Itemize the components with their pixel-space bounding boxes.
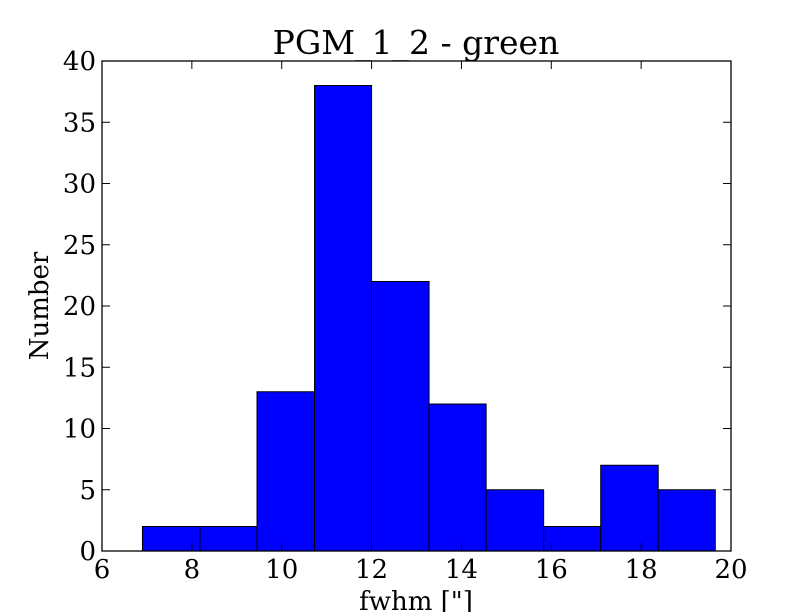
histogram-bar	[256, 391, 316, 552]
histogram-bar	[141, 526, 201, 552]
x-tick-label: 16	[535, 555, 568, 585]
histogram-bar	[314, 85, 373, 552]
y-axis-label: Number	[25, 251, 55, 360]
x-tick-label: 18	[625, 555, 658, 585]
ticks-group: 6 8 10 12 14 16 18 20 0 5 10 15 20 25 30 35 40	[63, 47, 748, 585]
x-tick-label: 6	[94, 555, 111, 585]
x-tick-label: 10	[265, 555, 298, 585]
bars-group	[141, 85, 716, 552]
x-tick-label: 20	[714, 555, 747, 585]
plot-frame	[101, 60, 732, 552]
x-tick-label: 14	[445, 555, 478, 585]
y-tick-label: 10	[63, 415, 96, 445]
y-tick-label: 20	[63, 292, 96, 322]
y-tick-label: 35	[63, 108, 96, 138]
histogram-bar	[485, 489, 545, 552]
y-tick-label: 15	[63, 353, 96, 383]
x-tick-label: 8	[184, 555, 201, 585]
y-tick-label: 5	[79, 476, 96, 506]
histogram-bar	[199, 526, 258, 552]
x-tick-label: 12	[355, 555, 388, 585]
x-axis-label: fwhm ["]	[359, 587, 473, 612]
histogram-bar	[657, 489, 716, 552]
histogram-bar	[600, 464, 659, 552]
y-tick-label: 0	[79, 537, 96, 567]
histogram-bar	[428, 403, 487, 552]
histogram-bar	[371, 281, 430, 552]
y-tick-label: 30	[63, 170, 96, 200]
chart-title: PGM_1_2 - green	[273, 23, 560, 63]
y-tick-label: 40	[63, 47, 96, 77]
histogram-bar	[543, 526, 602, 552]
y-tick-label: 25	[63, 231, 96, 261]
